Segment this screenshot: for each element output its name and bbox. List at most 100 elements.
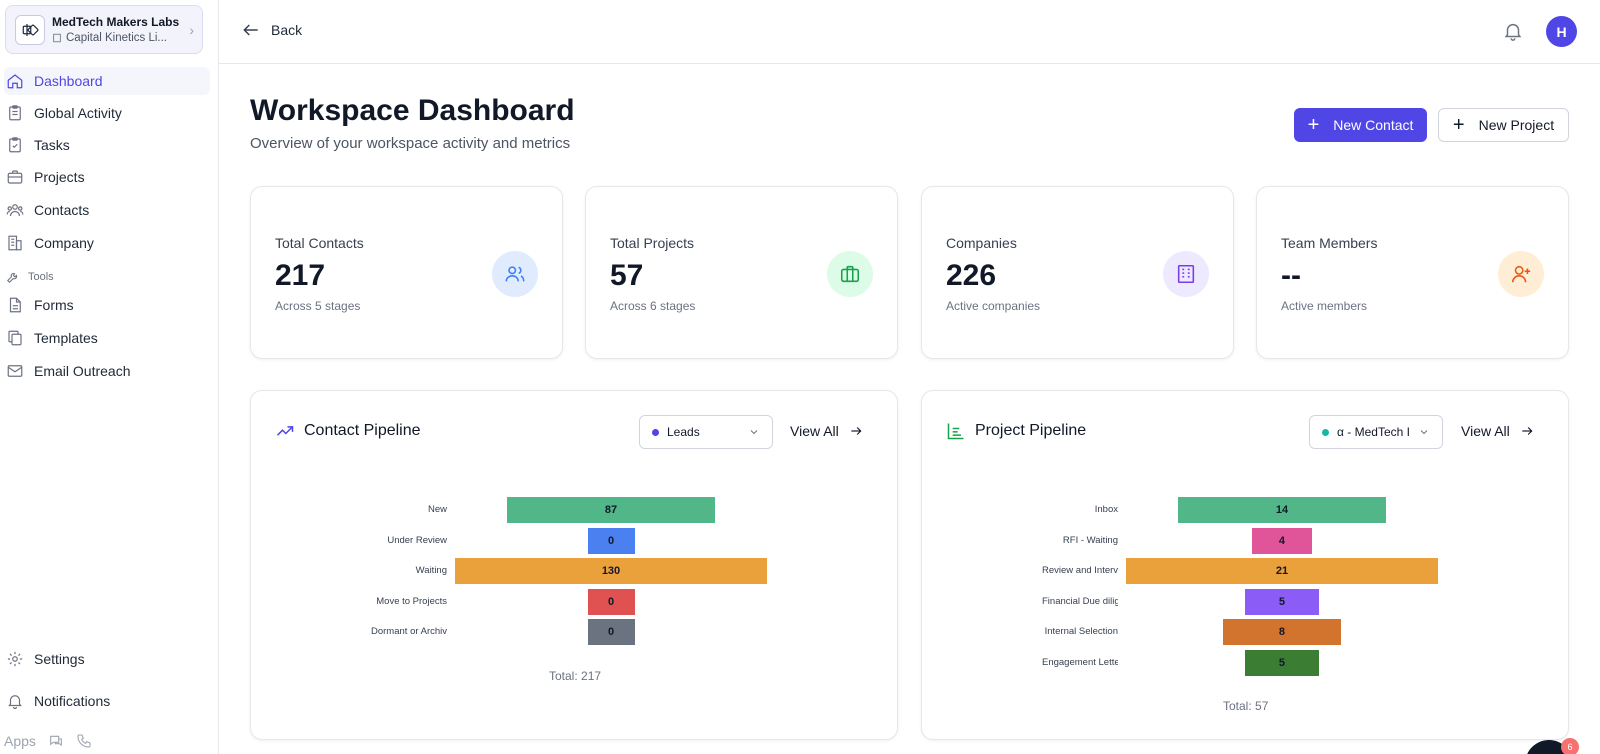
funnel-bar[interactable]: 14: [1178, 497, 1386, 523]
user-plus-icon: [1511, 265, 1531, 283]
project-pipeline-header: Project Pipeline: [946, 421, 1086, 441]
project-pipeline-select[interactable]: α - MedTech I: [1309, 415, 1443, 449]
sidebar-item-label: Templates: [34, 330, 98, 346]
workspace-logo-icon: [15, 15, 45, 45]
copy-icon: [8, 330, 22, 346]
funnel-stage-label: Waiting: [415, 565, 447, 576]
project-pipeline-select-value: α - MedTech I: [1337, 425, 1410, 439]
stat-label: Total Contacts: [275, 235, 364, 251]
stat-icon-wrap: [827, 251, 873, 297]
stat-card-total-contacts[interactable]: Total Contacts 217 Across 5 stages: [250, 186, 563, 359]
funnel-bar[interactable]: 87: [506, 497, 716, 523]
sidebar-item-company[interactable]: Company: [4, 229, 210, 257]
contact-pipeline-select[interactable]: Leads: [639, 415, 773, 449]
arrow-right-icon: [851, 427, 862, 435]
new-contact-button[interactable]: + New Contact: [1294, 108, 1427, 142]
sidebar-item-label: Contacts: [34, 202, 90, 218]
building-icon: [53, 33, 61, 43]
sidebar-item-global-activity[interactable]: Global Activity: [4, 99, 210, 127]
funnel-stage-label: Financial Due diligence: [1042, 595, 1118, 607]
sidebar-item-dashboard[interactable]: Dashboard: [4, 67, 210, 95]
building-icon: [8, 235, 22, 251]
stat-subtext: Across 5 stages: [275, 299, 361, 313]
sidebar-item-label: Company: [34, 235, 94, 251]
project-pipeline-view-all[interactable]: View All: [1461, 423, 1534, 439]
funnel-bar[interactable]: 0: [587, 619, 635, 645]
funnel-bar[interactable]: 0: [587, 527, 635, 554]
workspace-company-name: Capital Kinetics Li...: [66, 32, 167, 44]
sidebar-item-forms[interactable]: Forms: [4, 291, 210, 319]
funnel-bar[interactable]: 5: [1244, 588, 1320, 615]
funnel-stage-label: Review and Interview: [1042, 565, 1118, 576]
stat-card-team-members[interactable]: Team Members -- Active members: [1256, 186, 1569, 359]
sidebar-item-label: Projects: [34, 169, 85, 185]
chevron-down-icon: [750, 430, 758, 435]
avatar[interactable]: H: [1546, 16, 1577, 47]
plus-icon: +: [1307, 114, 1320, 136]
building-icon: [1177, 264, 1195, 284]
funnel-bar[interactable]: 0: [587, 588, 635, 615]
sidebar-item-label: Global Activity: [34, 105, 122, 121]
sidebar-item-label: Notifications: [34, 693, 111, 709]
clipboard-check-icon: [9, 137, 21, 153]
stat-label: Total Projects: [610, 235, 695, 251]
sidebar-item-notifications[interactable]: Notifications: [4, 687, 210, 715]
page-subtitle: Overview of your workspace activity and …: [250, 135, 571, 152]
sidebar-item-label: Forms: [34, 297, 74, 313]
users-icon: [6, 204, 24, 217]
funnel-bar[interactable]: 5: [1244, 649, 1320, 676]
view-all-label: View All: [1461, 423, 1510, 439]
new-contact-label: New Contact: [1333, 117, 1414, 133]
briefcase-icon: [7, 170, 23, 184]
stat-label: Team Members: [1281, 235, 1378, 251]
bar-chart-icon: [947, 423, 964, 440]
mail-icon: [7, 365, 23, 377]
file-text-icon: [9, 297, 21, 313]
sidebar-item-settings[interactable]: Settings: [4, 645, 210, 673]
stat-value: --: [1281, 259, 1301, 292]
stat-subtext: Active companies: [946, 299, 1041, 313]
contact-pipeline-select-value: Leads: [667, 425, 700, 439]
contact-pipeline-title: Contact Pipeline: [304, 422, 421, 439]
workspace-switcher[interactable]: MedTech Makers Labs Capital Kinetics Li.…: [5, 5, 203, 54]
sidebar-item-tasks[interactable]: Tasks: [4, 131, 210, 159]
tools-icon: [7, 272, 18, 283]
funnel-stage-label: RFI - Waiting: [1062, 534, 1118, 546]
chevron-down-icon: [1420, 430, 1428, 435]
gear-icon: [7, 651, 23, 667]
funnel-stage-label: Inbox: [1094, 504, 1118, 515]
phone-icon[interactable]: [76, 733, 92, 749]
sidebar-item-contacts[interactable]: Contacts: [4, 196, 210, 224]
back-button[interactable]: Back: [241, 20, 302, 40]
funnel-stage-label: Internal Selection: [1044, 626, 1118, 637]
home-icon: [7, 74, 23, 89]
tools-section-header: Tools: [6, 270, 54, 284]
view-all-label: View All: [790, 423, 839, 439]
page-title: Workspace Dashboard: [250, 94, 575, 127]
pipeline-color-dot: [652, 428, 659, 436]
contact-pipeline-view-all[interactable]: View All: [790, 423, 863, 439]
funnel-bar[interactable]: 21: [1126, 558, 1438, 584]
sidebar-item-projects[interactable]: Projects: [4, 163, 210, 191]
project-pipeline-card: Project Pipeline α - MedTech I View All …: [921, 390, 1569, 740]
funnel-bar[interactable]: 130: [455, 558, 767, 584]
arrow-left-icon: [243, 24, 258, 36]
apps-row: Apps: [4, 733, 92, 749]
stat-value: 226: [946, 259, 997, 292]
bell-icon[interactable]: [1502, 20, 1524, 42]
stat-value: 57: [610, 259, 644, 292]
funnel-stage-label: Move to Projects: [376, 595, 447, 607]
stat-subtext: Active members: [1281, 299, 1368, 313]
funnel-stage-label: Dormant or Archive: [371, 626, 447, 637]
sidebar-item-templates[interactable]: Templates: [4, 324, 210, 352]
stat-icon-wrap: [1498, 251, 1544, 297]
new-project-button[interactable]: + New Project: [1438, 108, 1569, 142]
chat-icon[interactable]: [48, 733, 64, 749]
funnel-bar[interactable]: 8: [1222, 619, 1342, 645]
stat-card-companies[interactable]: Companies 226 Active companies: [921, 186, 1234, 359]
funnel-bar[interactable]: 4: [1252, 527, 1312, 554]
trending-up-icon: [276, 426, 294, 436]
stat-card-total-projects[interactable]: Total Projects 57 Across 6 stages: [585, 186, 898, 359]
sidebar-item-email-outreach[interactable]: Email Outreach: [4, 357, 210, 385]
stat-subtext: Across 6 stages: [610, 299, 696, 313]
